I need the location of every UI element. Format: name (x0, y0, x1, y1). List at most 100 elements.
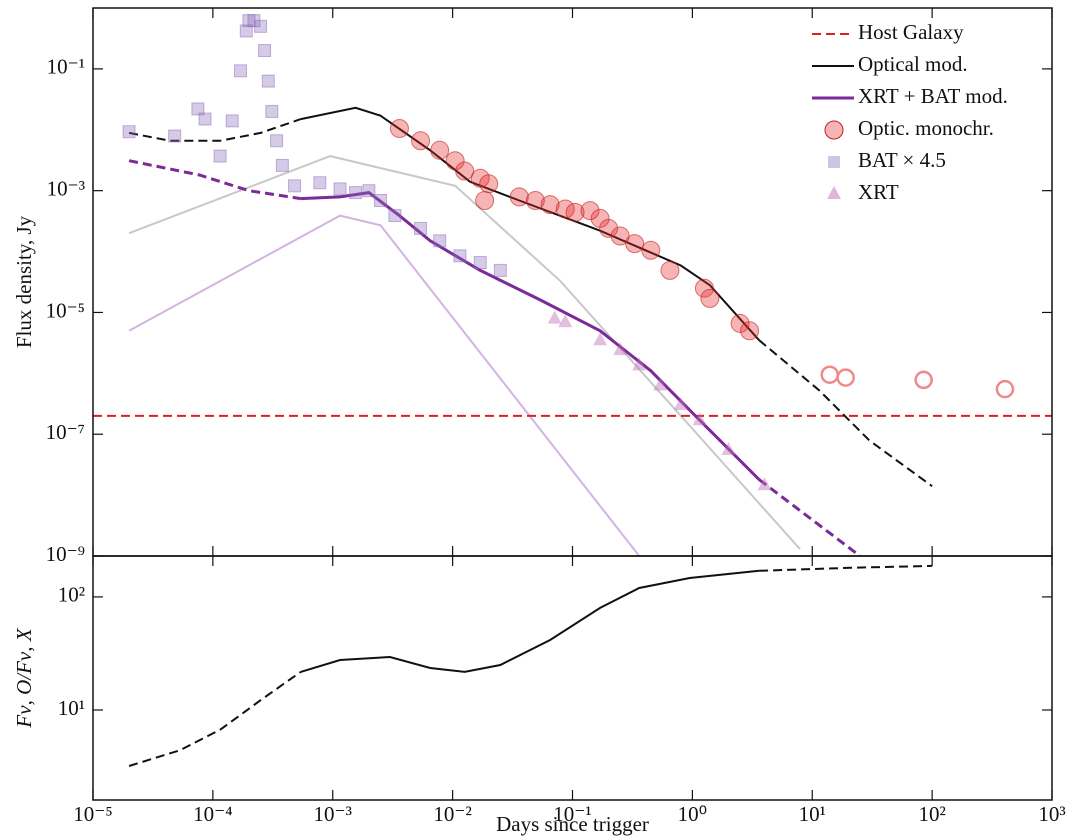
data-point (730, 313, 750, 333)
data-point (168, 129, 182, 143)
frame (92, 555, 1053, 801)
y-tick-label: 10⁻⁵ (46, 298, 85, 322)
data-point (234, 64, 248, 78)
model-line (300, 191, 761, 481)
data-point (239, 24, 253, 38)
data-point (475, 190, 495, 210)
y-tick-label: 10⁻³ (47, 176, 85, 200)
data-point (721, 442, 736, 456)
data-point (694, 278, 714, 298)
y-tick-label: 10⁻⁷ (46, 420, 85, 444)
data-point (265, 104, 279, 118)
data-point (414, 221, 428, 235)
data-point (373, 193, 387, 207)
data-point (349, 186, 363, 200)
data-point (757, 477, 772, 491)
data-point (660, 260, 680, 280)
data-point (455, 161, 475, 181)
model-line (128, 214, 640, 556)
data-point (565, 202, 585, 222)
model-line (758, 339, 933, 488)
model-line (128, 118, 302, 142)
data-point (673, 397, 688, 411)
data-point (389, 118, 409, 138)
data-point (270, 134, 284, 148)
data-point (388, 209, 402, 223)
data-point (433, 234, 447, 248)
data-point (820, 365, 840, 384)
legend-label: Optical mod. (858, 52, 968, 76)
data-point (625, 234, 645, 254)
data-point (995, 379, 1015, 399)
data-point (198, 112, 212, 126)
data-point (700, 288, 720, 308)
y-axis-label: Fν, O/Fν, X (12, 627, 36, 728)
data-point (836, 368, 855, 387)
y-tick-label: 10⁻¹ (47, 55, 85, 79)
data-point (593, 332, 608, 346)
model-line (128, 155, 801, 550)
plot-area (93, 14, 1052, 556)
y-tick-label: 10² (58, 583, 85, 607)
data-point (540, 195, 560, 215)
legend-label: XRT (858, 180, 899, 204)
data-point (225, 114, 239, 128)
y-tick-label: 10⁻⁹ (46, 542, 85, 566)
data-point (261, 74, 275, 88)
data-point (191, 102, 205, 116)
data-point (580, 201, 600, 221)
model-line (300, 569, 760, 673)
legend-swatch (828, 156, 840, 168)
legend-swatch (827, 186, 841, 199)
x-tick-label: 10⁰ (678, 802, 707, 826)
data-point (445, 151, 465, 171)
data-point (213, 149, 227, 163)
data-point (122, 125, 136, 139)
model-line (300, 106, 760, 341)
data-point (473, 256, 487, 270)
data-point (641, 240, 661, 260)
data-point (692, 412, 707, 426)
data-point (479, 174, 499, 194)
data-point (599, 218, 619, 238)
data-point (740, 321, 760, 341)
y-axis-label: Flux density, Jy (12, 215, 36, 348)
data-point (509, 187, 529, 207)
legend-swatch (824, 120, 844, 140)
data-point (313, 176, 327, 190)
data-point (333, 182, 347, 196)
legend-label: Host Galaxy (858, 20, 964, 44)
x-axis-label: Days since trigger (496, 812, 649, 836)
x-tick-label: 10⁻² (433, 802, 471, 826)
data-point (254, 19, 268, 33)
model-line (758, 478, 861, 556)
x-tick-label: 10¹ (799, 802, 826, 826)
data-point (258, 44, 272, 58)
data-point (362, 184, 376, 198)
data-point (411, 131, 431, 151)
model-line (128, 159, 301, 201)
data-point (493, 263, 507, 277)
data-point (914, 370, 933, 390)
x-tick-label: 10⁻⁵ (73, 802, 112, 826)
data-point (632, 357, 647, 371)
legend-label: XRT + BAT mod. (858, 84, 1008, 108)
x-tick-label: 10⁻³ (314, 802, 352, 826)
legend-label: BAT × 4.5 (858, 148, 946, 172)
data-point (613, 342, 628, 356)
data-point (288, 179, 302, 193)
data-point (547, 310, 562, 324)
y-tick-label: 10¹ (58, 696, 85, 720)
data-point (525, 190, 545, 210)
legend-label: Optic. monochr. (858, 116, 994, 140)
data-point (430, 140, 450, 160)
data-point (558, 314, 573, 328)
plot-area (128, 564, 933, 767)
data-point (653, 377, 668, 391)
model-line (759, 564, 933, 572)
x-tick-label: 10⁻⁴ (193, 802, 232, 826)
x-tick-label: 10² (918, 802, 945, 826)
x-tick-label: 10⁻¹ (553, 802, 591, 826)
